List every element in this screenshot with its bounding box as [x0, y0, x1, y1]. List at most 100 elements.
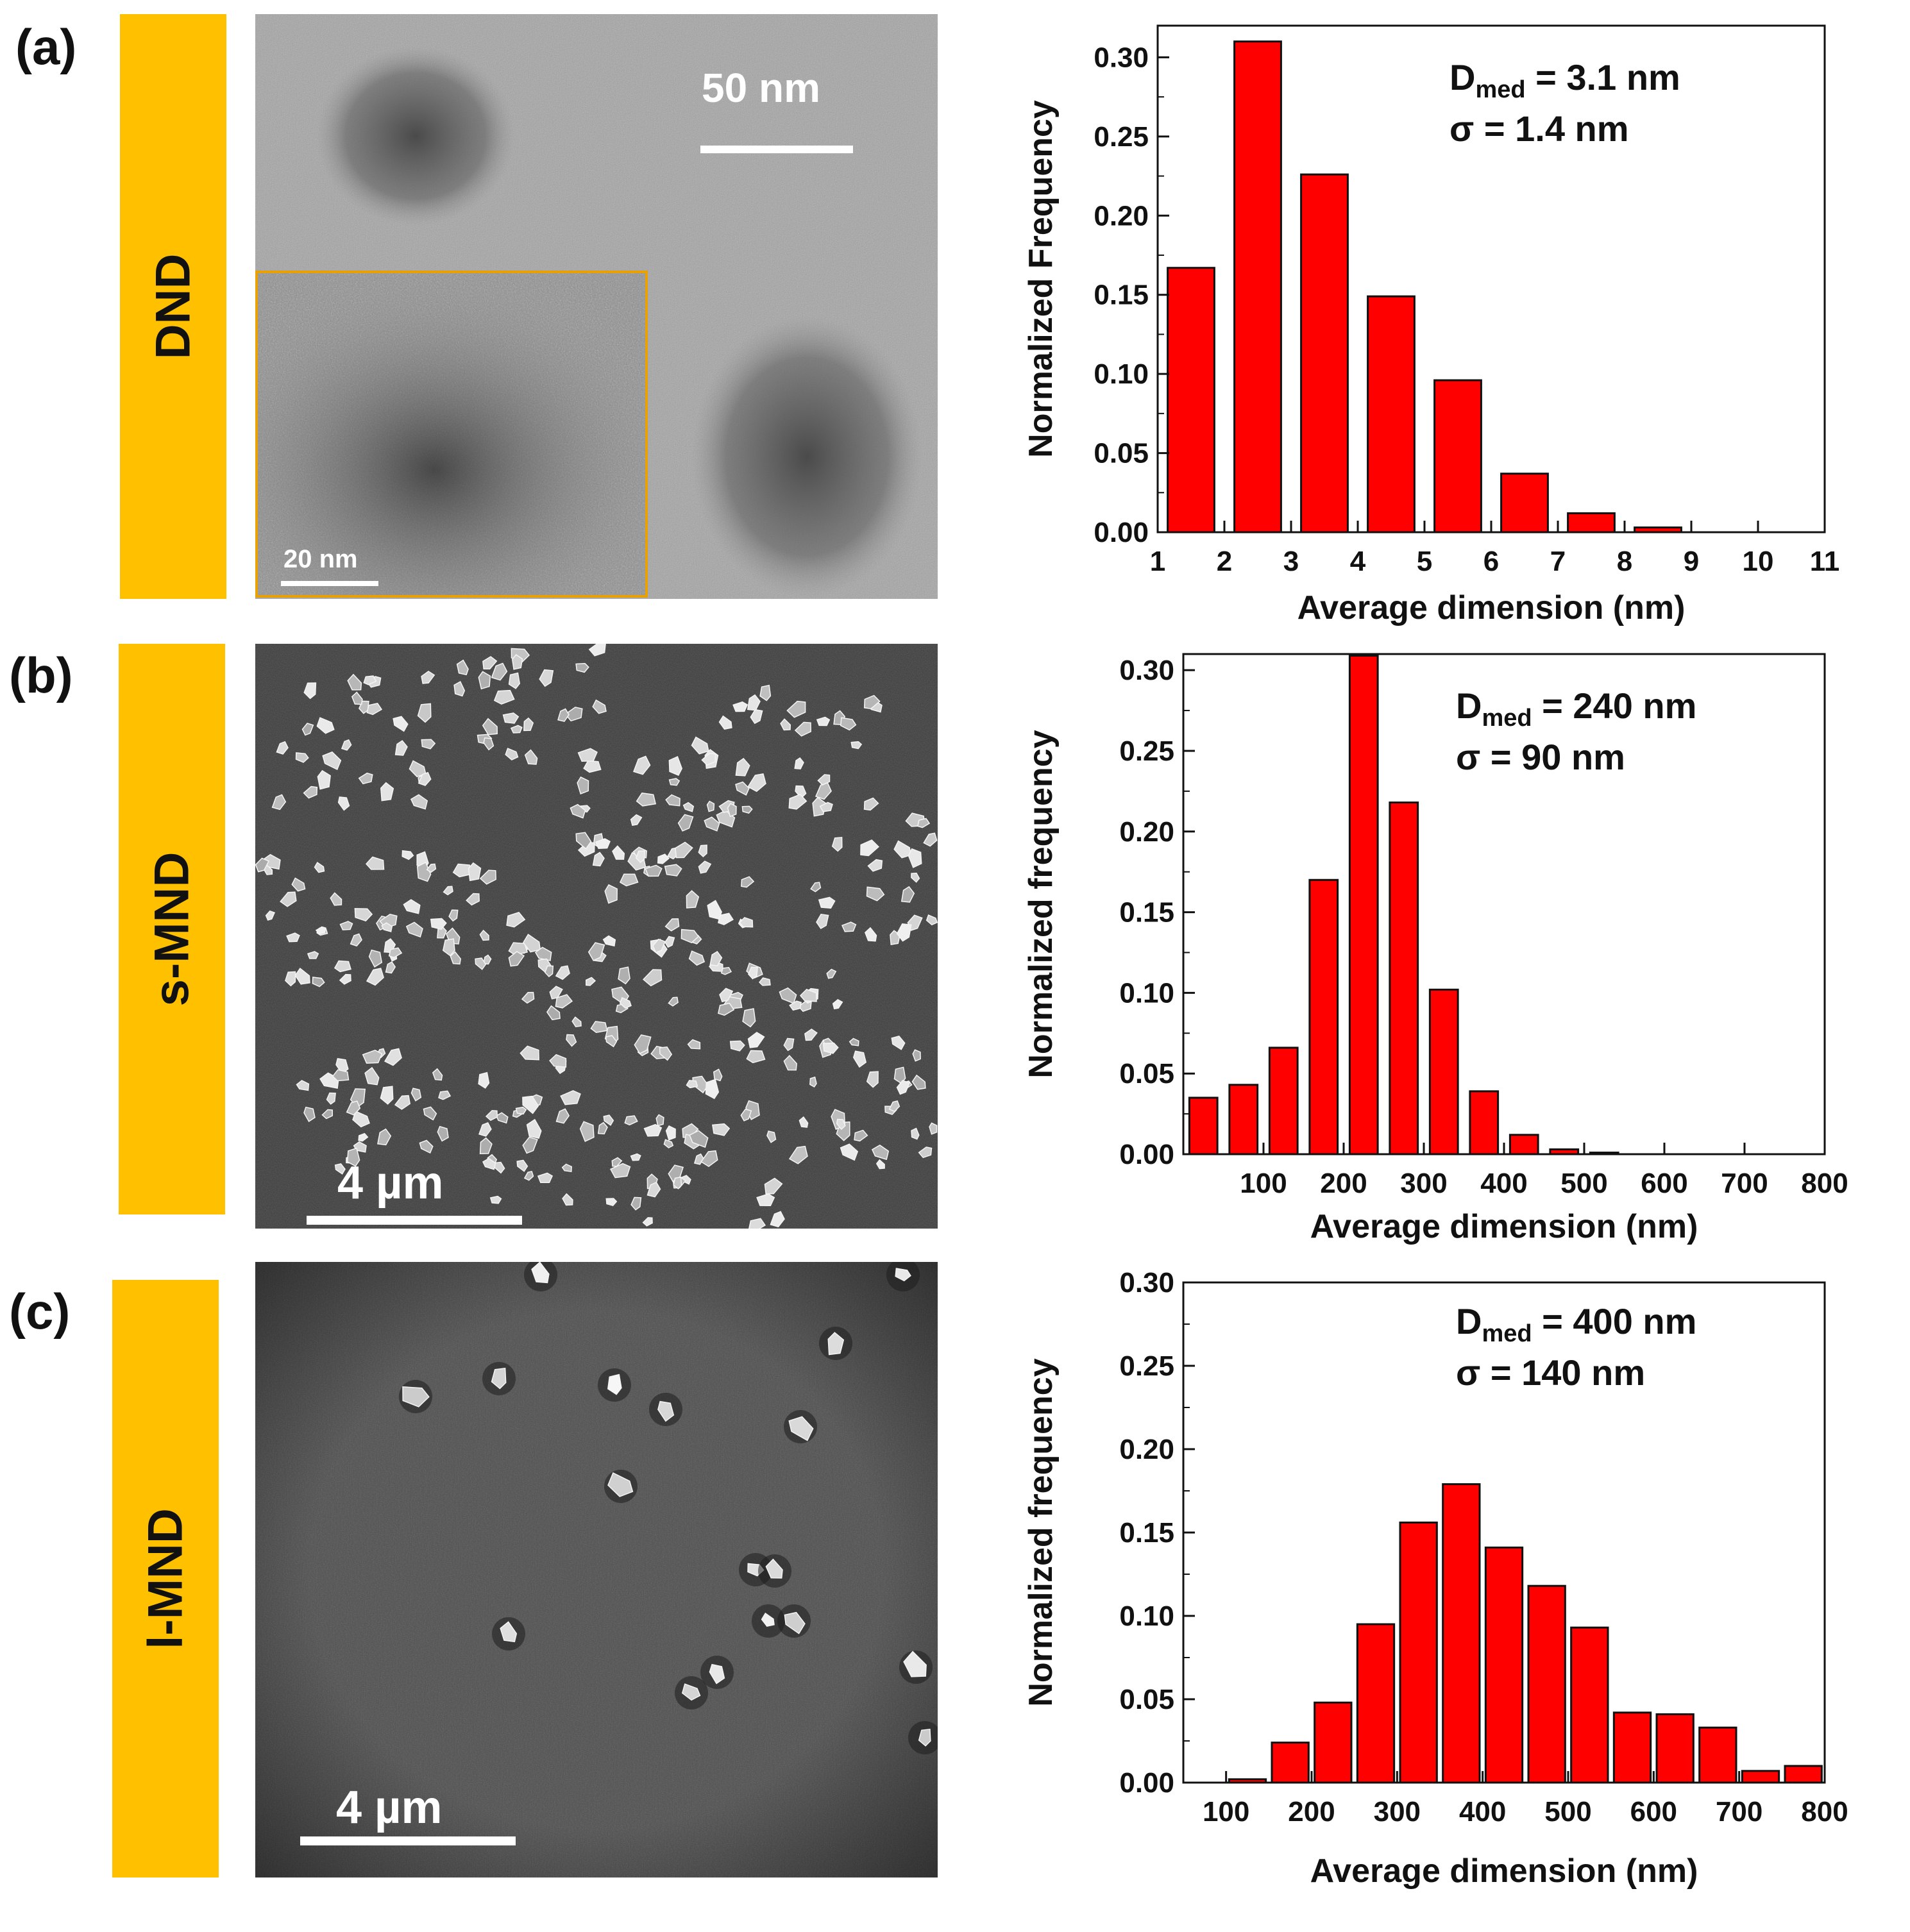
panel-a-letter: (a) — [15, 19, 77, 75]
sem-particle-b — [747, 1032, 765, 1048]
sem-particle-b — [588, 644, 606, 657]
sem-particle-b — [748, 966, 758, 980]
sem-particle-b — [794, 757, 804, 769]
sem-particle-b — [502, 712, 520, 724]
sem-particle-b — [438, 1090, 452, 1100]
sem-particle-b — [388, 947, 403, 959]
y-tick-label-lmnd-5: 0.25 — [1119, 1350, 1174, 1382]
sem-particle-b — [478, 671, 491, 690]
sem-particle-b — [577, 748, 598, 762]
sem-particle-b — [701, 753, 716, 766]
sem-particle-b — [522, 1136, 538, 1154]
sem-particle-b — [865, 927, 877, 942]
y-tick-label-dnd-6: 0.30 — [1094, 42, 1149, 73]
sem-particle-b — [713, 1068, 723, 1082]
sem-particle-b — [347, 673, 362, 691]
bar-smnd-5 — [1389, 801, 1419, 1155]
sem-particle-b — [852, 1050, 867, 1068]
sem-particle-b — [732, 701, 748, 712]
sem-particle-c — [784, 1611, 806, 1634]
sem-particle-b — [597, 1121, 608, 1135]
scale-bar-4um-c — [300, 1836, 516, 1845]
sem-particle-b — [815, 782, 832, 800]
sem-particle-b — [779, 987, 797, 1004]
x-tick-label-lmnd-1: 200 — [1288, 1796, 1335, 1827]
sem-particle-b — [619, 996, 632, 1009]
sem-particle-b — [605, 1198, 618, 1207]
x-tick-label-dnd-7: 8 — [1617, 546, 1632, 577]
sem-particle-b — [271, 794, 287, 811]
sem-particle-b — [709, 950, 723, 966]
sem-particle-b — [265, 910, 276, 921]
sem-particle-b — [524, 749, 538, 765]
sem-particle-b — [280, 891, 297, 907]
sem-particle-b — [642, 1217, 653, 1227]
bar-lmnd-1 — [1271, 1742, 1310, 1784]
sem-particle-c — [402, 1386, 430, 1407]
sem-particle-b — [296, 1080, 310, 1091]
sem-particle-b — [339, 973, 351, 985]
sem-particle-b — [539, 669, 554, 687]
sem-particle-b — [748, 1218, 766, 1229]
sample-label-smnd: s-MND — [144, 852, 199, 1007]
sem-particle-b — [482, 1157, 496, 1170]
bar-lmnd-4 — [1399, 1521, 1438, 1784]
bar-lmnd-12 — [1741, 1770, 1780, 1784]
sem-particle-b — [911, 1127, 920, 1140]
sem-particle-b — [718, 912, 734, 925]
sample-tag-smnd: s-MND — [119, 644, 225, 1214]
sem-particle-b — [334, 960, 351, 973]
sample-tag-dnd: DND — [120, 14, 226, 599]
sem-particle-b — [911, 872, 920, 883]
sem-particle-b — [442, 938, 455, 957]
sem-particle-b — [729, 1040, 745, 1052]
tem-image-dnd: 50 nm 20 nm — [255, 14, 938, 599]
sem-particle-b — [358, 772, 373, 785]
sem-particle-b — [482, 718, 498, 735]
x-tick-label-smnd-6: 700 — [1721, 1168, 1768, 1199]
sem-particle-b — [706, 800, 715, 812]
tem-inset-dnd: 20 nm — [255, 271, 648, 598]
annotation-dmed-lmnd: Dmed = 400 nm — [1456, 1301, 1696, 1347]
sem-particle-b — [330, 892, 342, 906]
sem-particle-b — [720, 966, 732, 975]
sem-particle-b — [673, 1177, 682, 1189]
scale-label-4um-c: 4 µm — [336, 1782, 443, 1833]
sem-particle-b — [867, 859, 883, 872]
x-tick-label-dnd-6: 7 — [1550, 546, 1566, 577]
sem-particle-b — [686, 890, 700, 909]
x-tick-label-dnd-4: 5 — [1417, 546, 1432, 577]
sem-particle-b — [475, 957, 487, 970]
sem-particle-b — [423, 1106, 437, 1121]
scale-label-20nm: 20 nm — [283, 545, 358, 573]
sem-particle-b — [668, 755, 683, 776]
sem-particle-b — [544, 965, 554, 978]
sem-particle-b — [668, 778, 680, 786]
sem-particle-b — [918, 1147, 933, 1159]
sem-texture-smnd — [255, 644, 938, 1229]
x-tick-label-dnd-3: 4 — [1350, 546, 1366, 577]
sem-particle-b — [453, 681, 466, 697]
sem-particle-b — [393, 716, 409, 732]
sem-particle-b — [863, 694, 881, 709]
sem-particle-b — [592, 852, 605, 867]
sem-particle-b — [770, 1211, 785, 1228]
bar-smnd-6 — [1428, 988, 1459, 1155]
sem-particle-b — [346, 1100, 361, 1116]
sem-particle-b — [812, 796, 827, 817]
sem-particle-b — [766, 1130, 777, 1143]
sample-label-lmnd: l-MND — [138, 1508, 193, 1649]
scale-bar-20nm — [281, 581, 378, 586]
sem-particle-b — [831, 837, 843, 852]
sem-particle-b — [687, 1039, 701, 1050]
sem-particle-b — [783, 1037, 795, 1052]
sem-particle-b — [523, 1171, 534, 1181]
bar-lmnd-8 — [1570, 1626, 1609, 1784]
y-tick-label-dnd-4: 0.20 — [1094, 200, 1149, 231]
x-tick-label-smnd-1: 200 — [1320, 1168, 1367, 1199]
bar-lmnd-10 — [1655, 1713, 1694, 1784]
bar-dnd-5 — [1500, 473, 1549, 533]
sem-particle-b — [549, 1054, 567, 1068]
x-tick-label-lmnd-3: 400 — [1459, 1796, 1506, 1827]
x-tick-label-smnd-3: 400 — [1480, 1168, 1527, 1199]
